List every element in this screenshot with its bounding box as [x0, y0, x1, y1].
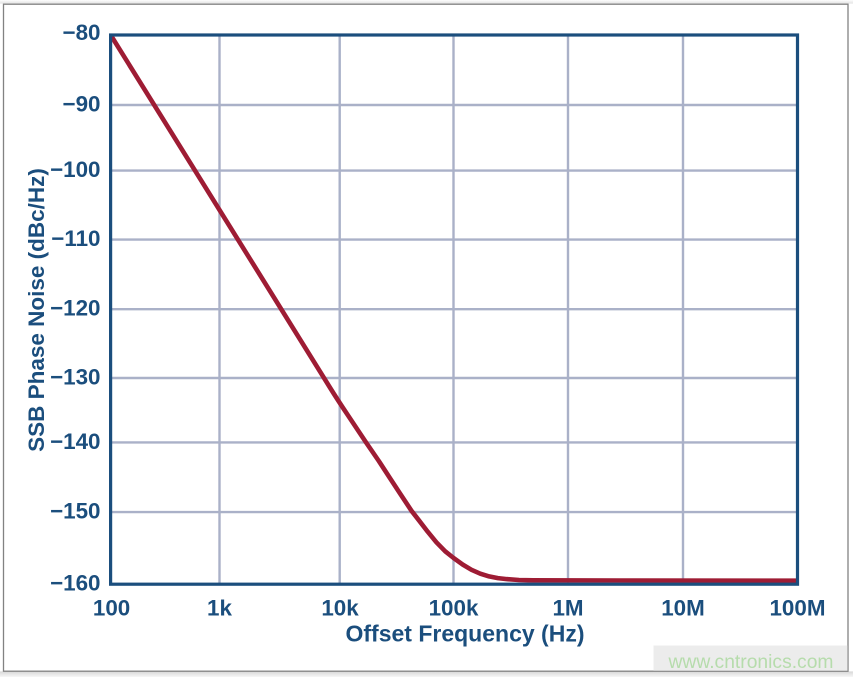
svg-text:−90: −90 [63, 91, 101, 116]
svg-text:−110: −110 [51, 226, 100, 251]
svg-text:10M: 10M [661, 596, 705, 621]
svg-text:−130: −130 [50, 364, 100, 389]
svg-text:−160: −160 [50, 571, 100, 596]
svg-text:−80: −80 [63, 20, 101, 45]
svg-text:Offset Frequency (Hz): Offset Frequency (Hz) [346, 621, 585, 647]
svg-text:100: 100 [93, 596, 130, 621]
svg-text:1M: 1M [552, 596, 583, 621]
svg-text:−150: −150 [50, 499, 100, 524]
svg-text:100M: 100M [769, 596, 825, 621]
svg-text:100k: 100k [429, 596, 479, 621]
svg-text:−120: −120 [50, 296, 100, 321]
svg-text:www.cntronics.com: www.cntronics.com [667, 652, 833, 673]
svg-text:−140: −140 [50, 429, 100, 454]
svg-text:1k: 1k [207, 596, 232, 621]
svg-text:10k: 10k [321, 596, 359, 621]
svg-text:SSB Phase Noise (dBc/Hz): SSB Phase Noise (dBc/Hz) [24, 168, 49, 452]
svg-text:−100: −100 [50, 157, 100, 182]
